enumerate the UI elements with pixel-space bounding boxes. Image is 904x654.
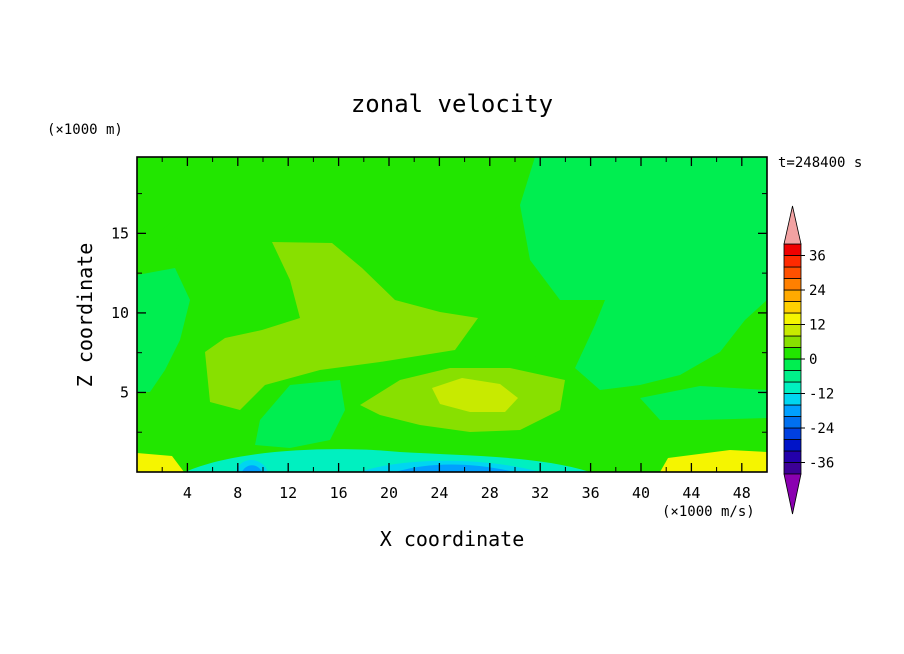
x-tick-label: 44 [682,484,700,502]
contour-region [432,378,518,412]
x-tick-label: 20 [380,484,398,502]
colorbar-under-arrow [783,473,802,515]
heatmap-field [137,157,767,472]
x-tick-label: 48 [733,484,751,502]
colorbar-swatch [783,462,802,475]
colorbar-swatch [783,347,802,360]
colorbar-tick-label: -12 [809,387,834,403]
x-axis-unit: (×1000 m/s) [662,504,755,520]
colorbar-swatch [783,439,802,452]
colorbar-swatch [783,278,802,291]
colorbar-over-arrow [783,205,802,245]
y-tick-label: 10 [111,304,129,322]
colorbar-swatch [783,381,802,394]
x-tick-label: 32 [531,484,549,502]
x-tick-label: 28 [481,484,499,502]
contour-region [137,268,190,392]
x-axis-label: X coordinate [380,527,525,551]
colorbar: 36 24 12 0 -12 -24 -36 [783,205,834,515]
colorbar-tick-label: 36 [809,249,826,265]
x-axis: 4 8 12 16 20 24 28 32 36 40 44 48 [161,157,751,502]
colorbar-swatch [783,324,802,337]
y-axis-label: Z coordinate [73,243,97,388]
y-tick-label: 5 [120,383,129,401]
colorbar-tick-label: -24 [809,421,834,437]
y-axis: 5 10 15 [111,193,767,433]
colorbar-tick-label: 12 [809,318,826,334]
contour-region [255,380,345,448]
colorbar-swatch [783,335,802,348]
contour-region [660,450,767,472]
colorbar-swatch [783,370,802,383]
x-tick-label: 4 [183,484,192,502]
colorbar-swatch [783,312,802,325]
colorbar-tick-label: 24 [809,283,826,299]
colorbar-swatch [783,393,802,406]
time-label: t=248400 s [778,155,862,171]
contour-region [137,453,184,472]
x-tick-label: 8 [233,484,242,502]
colorbar-tick-label: -36 [809,456,834,472]
contour-region [640,386,767,420]
y-tick-label: 15 [111,224,129,242]
colorbar-swatch [783,289,802,302]
colorbar-swatch [783,404,802,417]
x-tick-label: 40 [632,484,650,502]
colorbar-swatch [783,255,802,268]
colorbar-swatch [783,243,802,256]
colorbar-swatch [783,427,802,440]
plot-frame [136,156,768,473]
colorbar-swatch [783,450,802,463]
contour-region [205,242,478,410]
x-tick-label: 16 [330,484,348,502]
contour-region [520,157,767,390]
contour-region [242,465,262,472]
x-tick-label: 12 [279,484,297,502]
colorbar-swatch [783,266,802,279]
contour-region [395,464,515,472]
x-tick-label: 24 [430,484,448,502]
y-axis-unit: (×1000 m) [47,122,123,138]
chart-title: zonal velocity [351,90,553,118]
colorbar-swatch [783,301,802,314]
colorbar-tick-label: 0 [809,352,817,368]
x-tick-label: 36 [582,484,600,502]
colorbar-swatch [783,358,802,371]
colorbar-swatch [783,416,802,429]
